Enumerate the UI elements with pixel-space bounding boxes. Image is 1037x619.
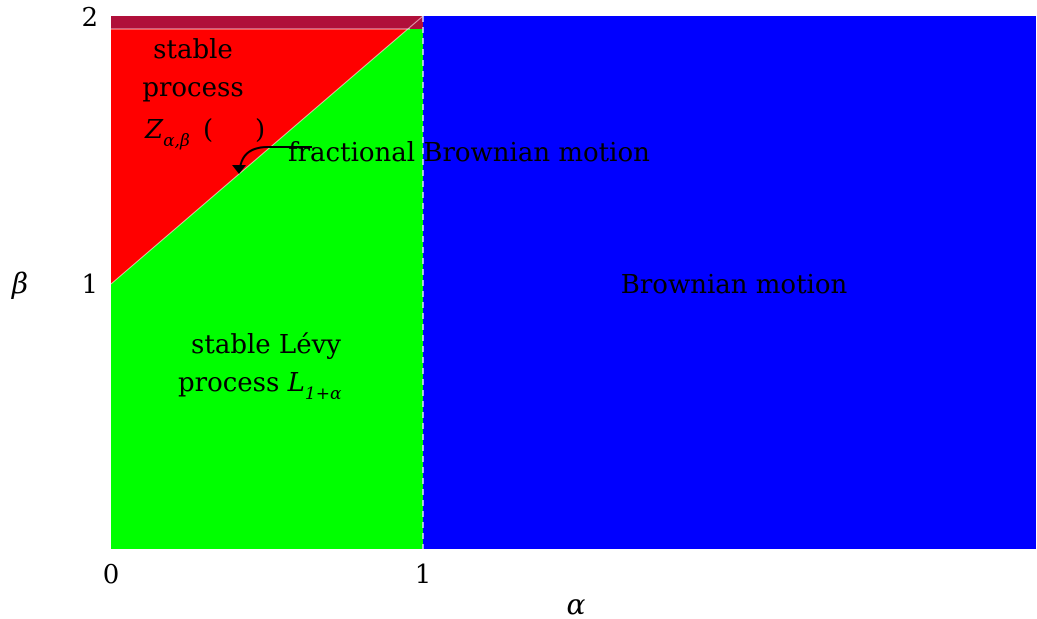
stable-levy-line2-text: process: [178, 368, 288, 398]
stable-process-symbol-main: Z: [144, 115, 164, 145]
y-tick-2: 2: [81, 3, 98, 33]
y-tick-1: 1: [81, 270, 98, 300]
stable-process-paren-close: ): [255, 115, 265, 145]
stable-levy-symbol-main: L: [287, 368, 305, 398]
fractional-brownian-label: fractional Brownian motion: [288, 138, 650, 168]
stable-process-line1: stable: [153, 35, 233, 65]
stable-process-line2: process: [142, 73, 243, 103]
stable-levy-line1: stable Lévy: [191, 330, 341, 360]
x-axis-symbol: α: [567, 588, 586, 619]
stable-process-symbol-sub: α,β: [163, 131, 190, 151]
y-axis-symbol: β: [11, 267, 28, 300]
x-tick-0: 0: [103, 560, 120, 590]
stable-process-paren-open: (: [203, 115, 213, 145]
stable-levy-symbol-sub: 1+α: [305, 384, 342, 404]
x-tick-1: 1: [415, 560, 432, 590]
top-band-region: [111, 16, 423, 29]
brownian-motion-label: Brownian motion: [621, 270, 848, 300]
